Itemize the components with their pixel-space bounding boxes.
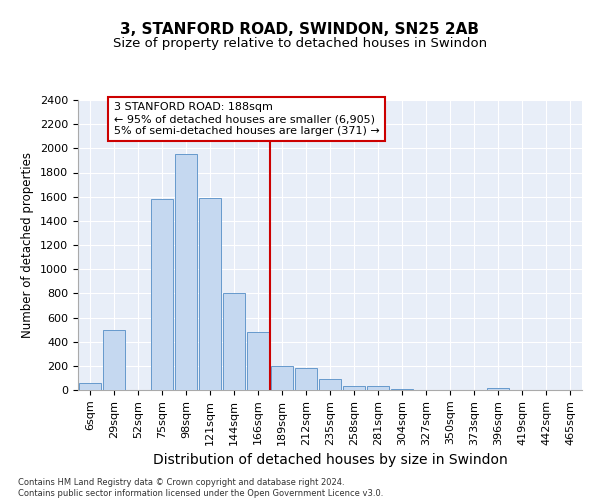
- Bar: [487, 388, 509, 390]
- Bar: [199, 198, 221, 390]
- Bar: [367, 386, 389, 390]
- Bar: [151, 199, 173, 390]
- Bar: [175, 154, 197, 390]
- Text: Contains HM Land Registry data © Crown copyright and database right 2024.
Contai: Contains HM Land Registry data © Crown c…: [18, 478, 383, 498]
- X-axis label: Distribution of detached houses by size in Swindon: Distribution of detached houses by size …: [152, 453, 508, 467]
- Bar: [247, 332, 269, 390]
- Text: 3 STANFORD ROAD: 188sqm
← 95% of detached houses are smaller (6,905)
5% of semi-: 3 STANFORD ROAD: 188sqm ← 95% of detache…: [114, 102, 380, 136]
- Text: 3, STANFORD ROAD, SWINDON, SN25 2AB: 3, STANFORD ROAD, SWINDON, SN25 2AB: [121, 22, 479, 38]
- Text: Size of property relative to detached houses in Swindon: Size of property relative to detached ho…: [113, 38, 487, 51]
- Bar: [79, 383, 101, 390]
- Bar: [223, 294, 245, 390]
- Y-axis label: Number of detached properties: Number of detached properties: [22, 152, 34, 338]
- Bar: [271, 366, 293, 390]
- Bar: [295, 368, 317, 390]
- Bar: [319, 378, 341, 390]
- Bar: [103, 330, 125, 390]
- Bar: [343, 386, 365, 390]
